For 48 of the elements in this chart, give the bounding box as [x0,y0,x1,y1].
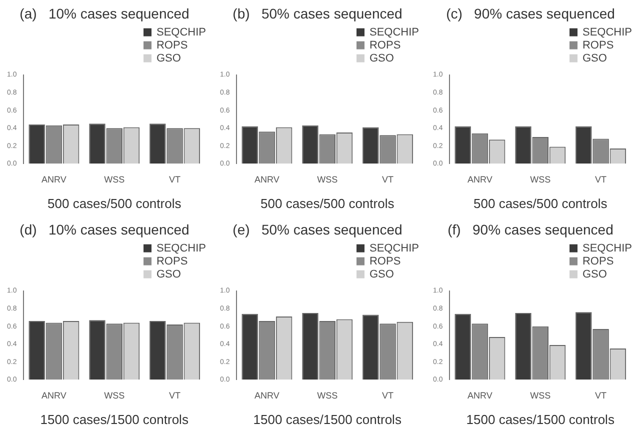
x-tick-label: WSS [530,390,551,400]
x-tick-label: VT [595,174,608,184]
legend-label: GSO [156,52,182,64]
legend-label: ROPS [582,39,614,52]
legend-label: ROPS [582,255,614,268]
legend-label: ROPS [156,39,188,52]
x-axis-title: 500 cases/500 controls [260,196,395,211]
x-tick-label: WSS [317,390,338,400]
legend-label: ROPS [369,39,401,52]
chart-title: (c) 90% cases sequenced [446,5,615,22]
x-axis-title: 1500 cases/1500 controls [466,412,615,427]
x-tick-label: VT [382,174,394,184]
legend-label: GSO [582,52,608,64]
chart-title: (e) 50% cases sequenced [232,221,402,238]
x-tick-label: ANRV [42,390,66,400]
chart-title: (a) 10% cases sequenced [20,5,190,22]
x-tick-label: ANRV [468,174,492,184]
x-tick-label: VT [595,390,608,400]
legend-label: GSO [582,268,608,280]
x-tick-label: ANRV [42,174,66,184]
x-axis-title: 500 cases/500 controls [48,196,182,211]
legend-label: SEQCHIP [369,242,420,254]
x-axis-title: 1500 cases/1500 controls [253,412,402,427]
legend-label: SEQCHIP [582,26,632,38]
x-tick-label: WSS [104,390,125,400]
x-axis-title: 1500 cases/1500 controls [40,412,189,427]
x-tick-label: VT [169,390,182,400]
legend-label: GSO [369,52,394,64]
chart-title: (b) 50% cases sequenced [232,5,402,22]
x-tick-label: WSS [104,174,125,184]
legend-label: SEQCHIP [156,26,206,38]
x-tick-label: ANRV [254,174,280,184]
chart-title: (d) 10% cases sequenced [20,221,190,238]
x-tick-label: ANRV [468,390,492,400]
x-axis-title: 500 cases/500 controls [474,196,608,211]
legend-label: SEQCHIP [156,242,206,254]
x-tick-label: WSS [317,174,338,184]
legend-label: GSO [369,268,394,280]
legend-label: SEQCHIP [369,26,420,38]
x-tick-label: VT [169,174,182,184]
legend-label: SEQCHIP [582,242,632,254]
chart-title: (f) 90% cases sequenced [448,221,614,238]
legend-label: ROPS [369,255,401,268]
legend-label: GSO [156,268,182,280]
x-tick-label: WSS [530,174,551,184]
x-tick-label: VT [382,390,394,400]
legend-label: ROPS [156,255,188,268]
x-tick-label: ANRV [254,390,280,400]
